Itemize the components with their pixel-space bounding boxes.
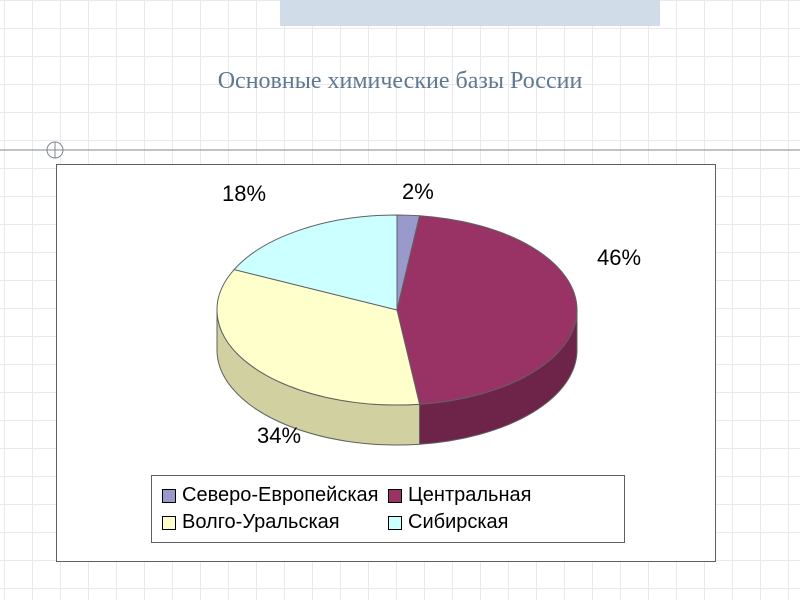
data-label: 46% <box>597 245 641 271</box>
legend-label: Центральная <box>408 484 531 507</box>
legend: Северо-Европейская Центральная Волго-Ураль… <box>151 475 625 543</box>
page-title: Основные химические базы России <box>0 68 800 95</box>
legend-swatch <box>388 516 402 530</box>
data-label: 34% <box>257 423 301 449</box>
pie-chart <box>107 185 667 465</box>
legend-label: Сибирская <box>408 511 509 534</box>
legend-item: Северо-Европейская <box>162 482 388 509</box>
legend-label: Северо-Европейская <box>182 484 378 507</box>
pie-chart-area: 2%46%34%18% <box>107 185 667 445</box>
legend-swatch <box>388 489 402 503</box>
data-label: 2% <box>402 179 434 205</box>
legend-item: Центральная <box>388 482 614 509</box>
data-label: 18% <box>222 181 266 207</box>
chart-container: 2%46%34%18% Северо-ЕвропейскаяЦентральна… <box>56 164 716 562</box>
legend-item: Волго-Уральская <box>162 509 388 536</box>
legend-label: Волго-Уральская <box>182 511 340 534</box>
legend-swatch <box>162 516 176 530</box>
top-decor-bar <box>280 0 660 26</box>
decorative-line <box>0 135 800 165</box>
legend-swatch <box>162 489 176 503</box>
legend-item: Сибирская <box>388 509 614 536</box>
